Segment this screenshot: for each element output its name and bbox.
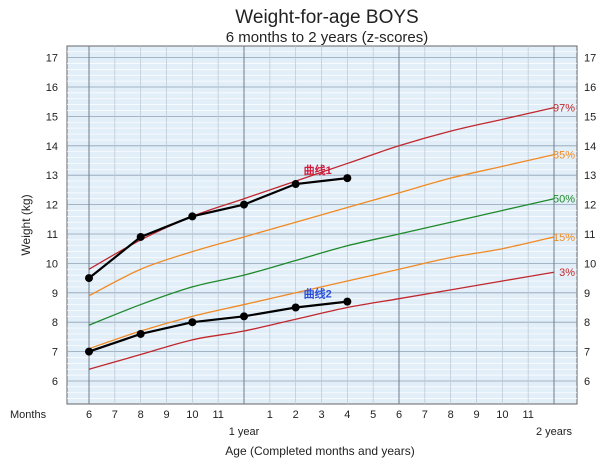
- x-tick-label: 4: [344, 409, 350, 421]
- y-tick-label-right: 9: [584, 288, 590, 300]
- child-label-1: 曲线1: [304, 163, 332, 177]
- child-label-2: 曲线2: [304, 287, 332, 301]
- y-tick-label-right: 7: [584, 347, 590, 359]
- y-tick-label-right: 13: [584, 170, 596, 182]
- x-tick-label: 8: [448, 409, 454, 421]
- y-tick-label-left: 10: [46, 258, 58, 270]
- x-tick-label: 7: [112, 409, 118, 421]
- percentile-curve-50: [88, 198, 555, 326]
- y-tick-label-right: 16: [584, 82, 596, 94]
- percentile-label-15: 15%: [553, 232, 575, 244]
- child-point-2: [85, 347, 93, 356]
- plot-area: [66, 45, 578, 405]
- child-point-2: [136, 329, 145, 338]
- x-tick-label: 1: [267, 409, 273, 421]
- child-line-2: [88, 300, 348, 353]
- y-tick-label-right: 15: [584, 111, 596, 123]
- child-point-2: [291, 303, 300, 312]
- x-tick-label: 2: [293, 409, 299, 421]
- x-tick-label: 8: [138, 409, 144, 421]
- months-label: Months: [10, 409, 47, 421]
- child-point-1: [240, 200, 248, 209]
- percentile-label-50: 50%: [553, 194, 575, 206]
- x-tick-label: 11: [522, 409, 533, 421]
- x-axis-label: Age (Completed months and years): [225, 444, 414, 458]
- chart-title: Weight-for-age BOYS: [235, 7, 418, 28]
- y-tick-label-left: 15: [46, 111, 58, 123]
- y-tick-label-left: 11: [47, 229, 58, 241]
- y-tick-label-left: 14: [46, 141, 58, 153]
- x-tick-label: 3: [318, 409, 324, 421]
- child-point-1: [188, 212, 197, 221]
- percentile-label-85: 85%: [553, 150, 575, 162]
- child-series: 曲线1 曲线2: [85, 163, 352, 356]
- y-tick-label-left: 13: [46, 170, 58, 182]
- child-point-1: [291, 180, 300, 189]
- x-tick-label: 9: [163, 409, 169, 421]
- child-point-1: [343, 174, 352, 183]
- x-tick-label: 5: [370, 409, 376, 421]
- percentile-curve-15: [88, 236, 555, 350]
- y-tick-label-left: 9: [52, 288, 58, 300]
- y-axis-label: Weight (kg): [19, 194, 33, 255]
- y-tick-label-right: 8: [584, 317, 590, 329]
- y-tick-label-left: 12: [46, 200, 58, 212]
- chart-subtitle: 6 months to 2 years (z-scores): [226, 29, 429, 46]
- x-year-label: 2 years: [536, 426, 573, 438]
- child-point-1: [136, 232, 145, 241]
- y-tick-label-left: 16: [46, 82, 58, 94]
- x-tick-label: 7: [422, 409, 428, 421]
- y-tick-label-right: 11: [584, 229, 595, 241]
- y-tick-label-left: 17: [46, 53, 58, 65]
- y-tick-label-right: 14: [584, 141, 596, 153]
- percentile-curve-3: [88, 271, 555, 370]
- child-point-2: [188, 318, 197, 327]
- x-tick-label: 10: [186, 409, 198, 421]
- x-tick-label: 10: [496, 409, 508, 421]
- y-tick-label-left: 8: [52, 317, 58, 329]
- y-tick-label-left: 6: [52, 376, 58, 388]
- x-year-label: 1 year: [229, 426, 260, 438]
- percentile-label-3: 3%: [559, 267, 575, 279]
- x-tick-label: 6: [396, 409, 402, 421]
- child-point-1: [85, 274, 93, 283]
- child-line-1: [88, 177, 348, 279]
- y-tick-label-right: 17: [584, 53, 596, 65]
- y-tick-label-left: 7: [52, 347, 58, 359]
- y-tick-label-right: 10: [584, 258, 596, 270]
- grid: [67, 46, 577, 404]
- x-tick-label: 9: [473, 409, 479, 421]
- x-tick-label: 11: [212, 409, 223, 421]
- child-point-2: [343, 297, 352, 306]
- percentile-curve-85: [88, 153, 555, 297]
- x-tick-label: 6: [86, 409, 92, 421]
- percentile-label-97: 97%: [553, 103, 575, 115]
- y-tick-label-right: 12: [584, 200, 596, 212]
- child-point-2: [240, 312, 248, 321]
- y-tick-label-right: 6: [584, 376, 590, 388]
